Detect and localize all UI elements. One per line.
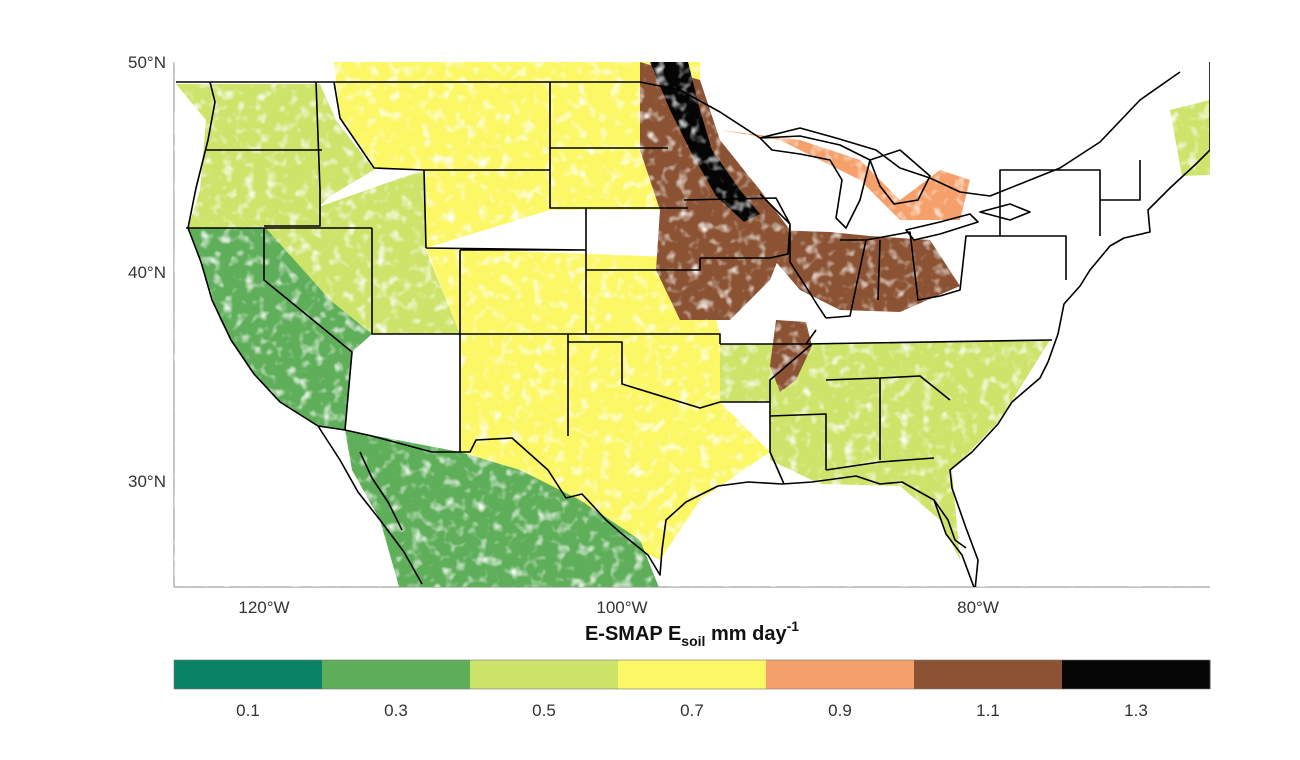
title-prefix: E-SMAP E: [585, 623, 681, 645]
florida-gulf-coast: [933, 499, 967, 549]
colorbar-frame: [173, 659, 1211, 690]
colorbar-swatch: [618, 660, 767, 689]
us-canada-border: [176, 71, 1181, 197]
longitude-tick-labels: 120°W 100°W 80°W: [238, 598, 998, 617]
colorbar-swatch: [914, 660, 1063, 689]
great-lakes: [759, 135, 1031, 241]
colorbar-tick-label: 1.3: [1124, 701, 1148, 720]
baja-california: [317, 425, 423, 585]
colorbar-tick-label: 0.9: [828, 701, 852, 720]
colorbar-tick-label: 0.3: [384, 701, 408, 720]
colorbar: 0.1 0.3 0.5 0.7 0.9 1.1 1.3: [173, 659, 1211, 720]
title-superscript: -1: [787, 618, 800, 634]
colorbar-tick-label: 0.1: [236, 701, 260, 720]
lon-tick-120w: 120°W: [238, 598, 289, 617]
colorbar-tick-label: 0.7: [680, 701, 704, 720]
us-outline: [187, 62, 1210, 587]
state-borders: [186, 81, 1141, 485]
colorbar-tick-label: 0.5: [532, 701, 556, 720]
latitude-tick-labels: 50°N 40°N 30°N: [128, 53, 166, 491]
lat-tick-40: 40°N: [128, 263, 166, 282]
title-units: mm day: [705, 623, 787, 645]
colorbar-swatch: [174, 660, 323, 689]
colorbar-swatch: [322, 660, 471, 689]
lat-tick-50: 50°N: [128, 53, 166, 72]
colorbar-title: E-SMAP Esoil mm day-1: [585, 618, 799, 649]
colorbar-swatch: [470, 660, 619, 689]
political-boundaries: [176, 62, 1210, 587]
title-subscript: soil: [681, 633, 705, 649]
soil-evaporation-raster: [174, 62, 1210, 587]
colorbar-swatch: [766, 660, 915, 689]
raster-missing-speckle: [174, 62, 1210, 587]
colorbar-tick-label: 1.1: [976, 701, 1000, 720]
lon-tick-80w: 80°W: [957, 598, 999, 617]
lat-tick-30: 30°N: [128, 472, 166, 491]
colorbar-swatch: [1062, 660, 1211, 689]
lon-tick-100w: 100°W: [596, 598, 647, 617]
